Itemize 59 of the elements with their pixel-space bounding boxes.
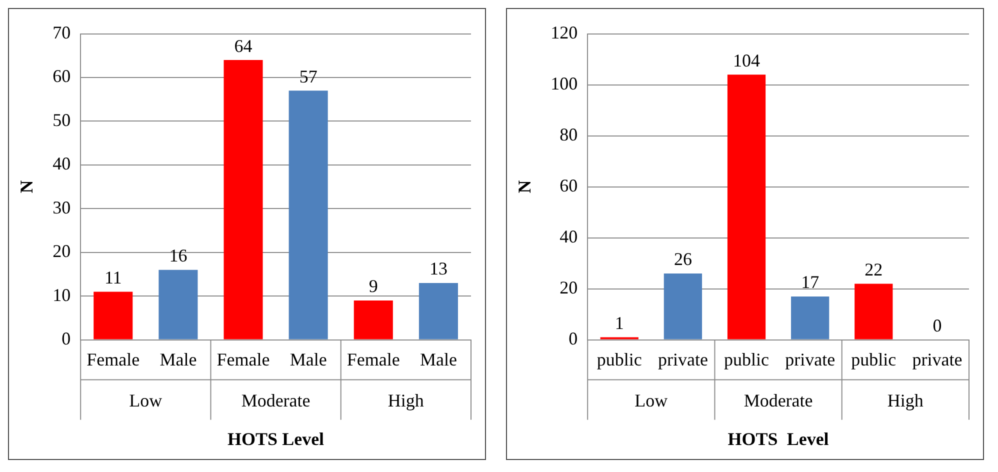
data-label: 64 [234, 36, 252, 56]
y-tick-label: 70 [52, 22, 71, 43]
data-label: 17 [801, 272, 820, 292]
y-tick-label: 20 [560, 278, 578, 298]
x-tick-label: Male [290, 349, 327, 370]
x-tick-label: public [596, 349, 642, 370]
bar [418, 282, 458, 340]
bar [791, 296, 830, 340]
x-tick-label: Female [86, 349, 140, 370]
x-tick-label: Female [346, 349, 400, 370]
text: Moderate [744, 390, 813, 411]
text: Low [129, 390, 162, 411]
data-label: 1 [614, 312, 624, 333]
data-label: 9 [368, 276, 378, 296]
y-tick-label: 100 [550, 74, 578, 94]
data-label: 13 [429, 258, 448, 279]
bar [94, 292, 133, 340]
data-label: 11 [104, 267, 122, 288]
x-tick-label: Female [216, 349, 270, 370]
y-axis-title: N [514, 180, 534, 194]
text: Moderate [241, 390, 310, 411]
y-tick-label: 40 [52, 154, 71, 174]
x-tick-label: private [658, 349, 708, 370]
y-tick-label: 30 [52, 197, 71, 218]
data-label: 57 [299, 66, 318, 86]
x-axis-title: HOTS Level [228, 428, 324, 449]
data-label: 22 [864, 259, 883, 280]
bar [664, 274, 702, 340]
y-tick-label: 10 [52, 284, 71, 305]
data-label: 0 [932, 316, 942, 336]
bar [224, 60, 263, 340]
y-tick-label: 80 [560, 124, 578, 145]
data-label: 16 [169, 246, 188, 266]
text: High [887, 390, 924, 411]
y-tick-label: 40 [560, 226, 578, 247]
y-axis-title: N [16, 180, 36, 194]
y-tick-label: 50 [52, 110, 71, 130]
bar [354, 300, 393, 340]
x-tick-label: private [785, 349, 836, 370]
y-tick-label: 0 [568, 328, 578, 349]
y-tick-label: 120 [550, 22, 578, 43]
x-tick-label: Male [160, 349, 197, 370]
data-label: 104 [733, 50, 760, 70]
data-label: 26 [674, 249, 692, 270]
y-tick-label: 60 [560, 176, 578, 196]
text: High [388, 390, 424, 411]
text: Low [634, 390, 668, 411]
y-tick-label: 60 [52, 66, 71, 86]
bar [158, 270, 198, 340]
x-tick-label: public [851, 349, 896, 370]
bar [727, 74, 766, 340]
x-axis-title: HOTS Level [728, 428, 829, 449]
y-tick-label: 20 [52, 241, 71, 262]
x-tick-label: Male [420, 349, 457, 370]
x-tick-label: public [724, 349, 770, 370]
x-tick-label: private [912, 349, 962, 370]
y-tick-label: 0 [62, 328, 71, 349]
bar [288, 90, 328, 340]
bar [854, 284, 893, 340]
